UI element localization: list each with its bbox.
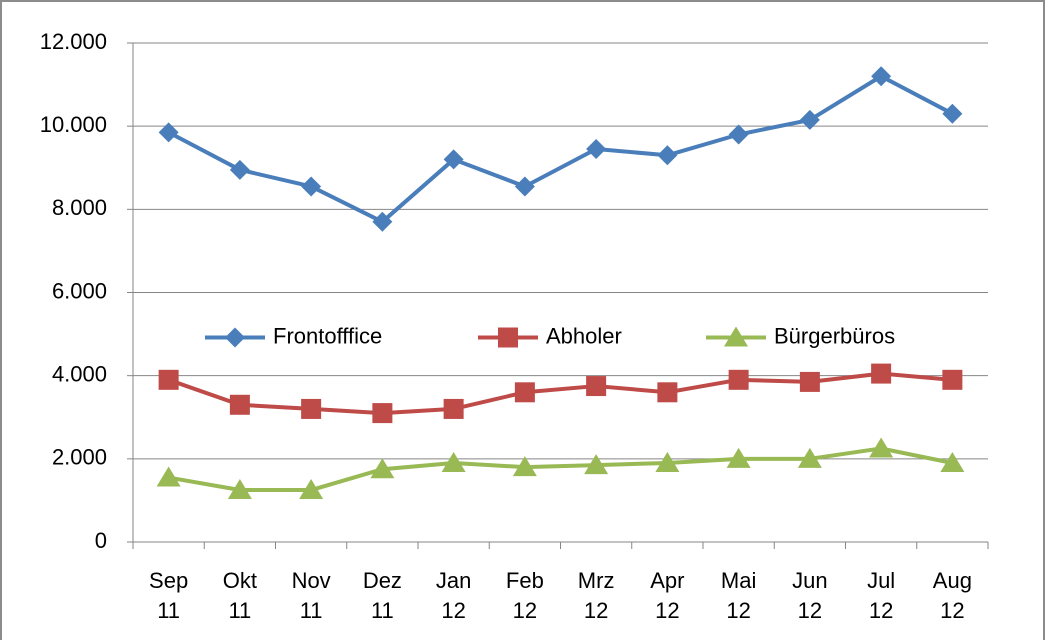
data-point	[657, 145, 678, 166]
data-point	[227, 479, 252, 500]
x-tick-label: Feb 12	[505, 568, 544, 623]
data-point	[372, 403, 393, 424]
data-point	[871, 363, 892, 384]
y-tick-label: 12.000	[40, 29, 107, 54]
x-tick-label: Aug 12	[932, 568, 972, 623]
data-point	[158, 369, 179, 390]
data-point	[728, 369, 749, 390]
x-tick-label: Nov 11	[291, 568, 331, 623]
data-point	[940, 451, 965, 472]
x-tick-label: Apr 12	[650, 568, 685, 623]
data-point	[514, 176, 535, 197]
data-point	[370, 458, 395, 479]
y-tick-label: 2.000	[52, 445, 107, 470]
data-point	[443, 149, 464, 170]
series-line	[167, 371, 953, 416]
data-point	[726, 447, 751, 468]
data-point	[655, 451, 680, 472]
legend-label: Abholer	[546, 323, 622, 348]
x-tick-label: Mrz 12	[577, 568, 615, 623]
data-point	[799, 371, 820, 392]
data-point	[586, 376, 607, 397]
x-tick-label: Jun 12	[792, 568, 828, 623]
data-point	[657, 382, 678, 403]
x-tick-label: Dez 11	[362, 568, 402, 623]
data-point	[441, 451, 466, 472]
data-point	[156, 466, 181, 487]
x-tick-label: Okt 11	[222, 568, 257, 623]
series-line	[168, 446, 953, 493]
legend-marker	[724, 326, 748, 347]
data-point	[229, 394, 250, 415]
data-point	[158, 122, 179, 143]
y-tick-label: 6.000	[52, 278, 107, 303]
y-tick-label: 4.000	[52, 361, 107, 386]
data-point	[512, 456, 537, 477]
x-tick-label: Jan 12	[435, 568, 472, 623]
data-point	[586, 139, 607, 160]
y-tick-label: 10.000	[40, 112, 107, 137]
data-point	[514, 382, 535, 403]
data-point	[728, 124, 749, 145]
data-point	[584, 454, 609, 475]
legend-marker	[498, 327, 518, 348]
data-point	[799, 109, 820, 130]
y-tick-label: 8.000	[52, 195, 107, 220]
x-tick-label: Mai 12	[720, 568, 757, 623]
x-tick-label: Jul 12	[867, 568, 896, 623]
data-point	[299, 479, 324, 500]
x-tick-label: Sep 11	[149, 568, 189, 623]
data-point	[942, 369, 963, 390]
data-point	[301, 398, 322, 419]
data-point	[372, 211, 393, 232]
data-point	[942, 103, 963, 124]
data-point	[797, 447, 822, 468]
data-point	[871, 66, 892, 87]
data-point	[229, 159, 250, 180]
series-line	[167, 74, 954, 224]
data-point	[301, 176, 322, 197]
data-point	[869, 437, 894, 458]
legend-label: Bürgerbüros	[774, 323, 895, 348]
legend-marker	[225, 327, 245, 348]
y-tick-label: 0	[95, 528, 107, 553]
legend-label: Frontofffice	[273, 323, 382, 348]
data-point	[443, 398, 464, 419]
